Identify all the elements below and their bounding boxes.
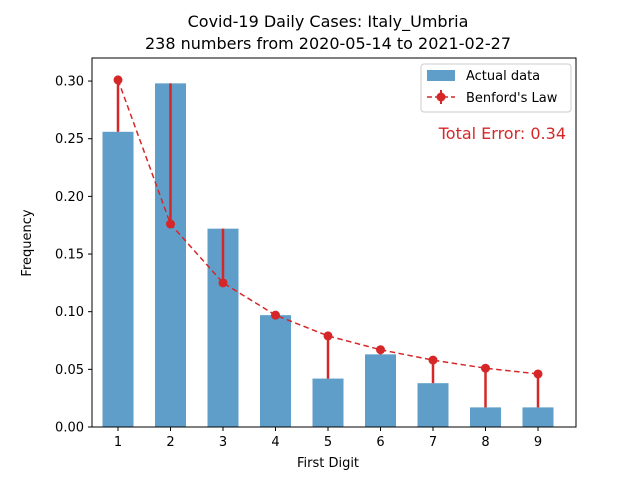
- x-axis-label: First Digit: [297, 456, 359, 471]
- y-tick-label: 0.15: [55, 248, 84, 263]
- x-tick-label: 8: [481, 435, 489, 450]
- y-axis-label: Frequency: [20, 209, 35, 276]
- chart-subtitle: 238 numbers from 2020-05-14 to 2021-02-2…: [145, 34, 511, 53]
- benford-point-digit-1: [113, 75, 123, 85]
- bar-digit-4: [260, 315, 291, 427]
- legend-actual-swatch: [427, 70, 455, 81]
- plot-area-frame: [91, 57, 577, 428]
- x-tick-label: 1: [114, 435, 122, 450]
- benford-point-digit-8: [481, 363, 490, 373]
- y-axis: 0.00 0.05 0.10 0.15 0.20 0.25 0.30: [55, 75, 92, 436]
- legend-actual-label: Actual data: [466, 69, 540, 84]
- bar-digit-7: [417, 383, 449, 427]
- legend-benford-label: Benford's Law: [466, 91, 558, 106]
- x-axis: 1 2 3 4 5 6 7 8 9: [114, 427, 542, 450]
- x-tick-label: 3: [219, 435, 227, 450]
- x-tick-label: 7: [429, 435, 437, 450]
- bar-digit-8: [470, 407, 501, 427]
- y-tick-label: 0.00: [55, 421, 84, 436]
- benford-point-digit-7: [428, 355, 438, 365]
- y-tick-label: 0.20: [55, 190, 84, 205]
- benford-point-digit-5: [323, 331, 333, 341]
- benford-point-digit-2: [166, 219, 175, 229]
- chart-title: Covid-19 Daily Cases: Italy_Umbria: [188, 12, 469, 32]
- bar-digit-6: [365, 354, 396, 427]
- legend-benford-marker: [436, 92, 446, 102]
- y-tick-label: 0.25: [55, 132, 84, 147]
- y-tick-label: 0.05: [55, 363, 84, 378]
- y-tick-label: 0.10: [55, 305, 84, 320]
- y-tick-label: 0.30: [55, 75, 84, 90]
- x-tick-label: 6: [376, 435, 384, 450]
- benford-point-digit-9: [533, 369, 543, 379]
- x-tick-label: 5: [324, 435, 332, 450]
- x-tick-label: 2: [166, 435, 174, 450]
- bar-digit-5: [312, 378, 344, 427]
- legend-box: [420, 63, 572, 113]
- bar-digit-9: [522, 407, 554, 427]
- benford-point-digit-4: [271, 310, 280, 320]
- x-tick-label: 4: [271, 435, 279, 450]
- benford-line-group: [113, 75, 543, 379]
- total-error-annotation: Total Error: 0.34: [438, 124, 566, 143]
- benford-point-digit-6: [376, 345, 385, 355]
- legend: Actual data Benford's Law: [420, 63, 572, 113]
- x-tick-label: 9: [534, 435, 542, 450]
- bar-digit-1: [102, 131, 134, 428]
- bars-group: [102, 83, 554, 428]
- benford-point-digit-3: [218, 278, 228, 288]
